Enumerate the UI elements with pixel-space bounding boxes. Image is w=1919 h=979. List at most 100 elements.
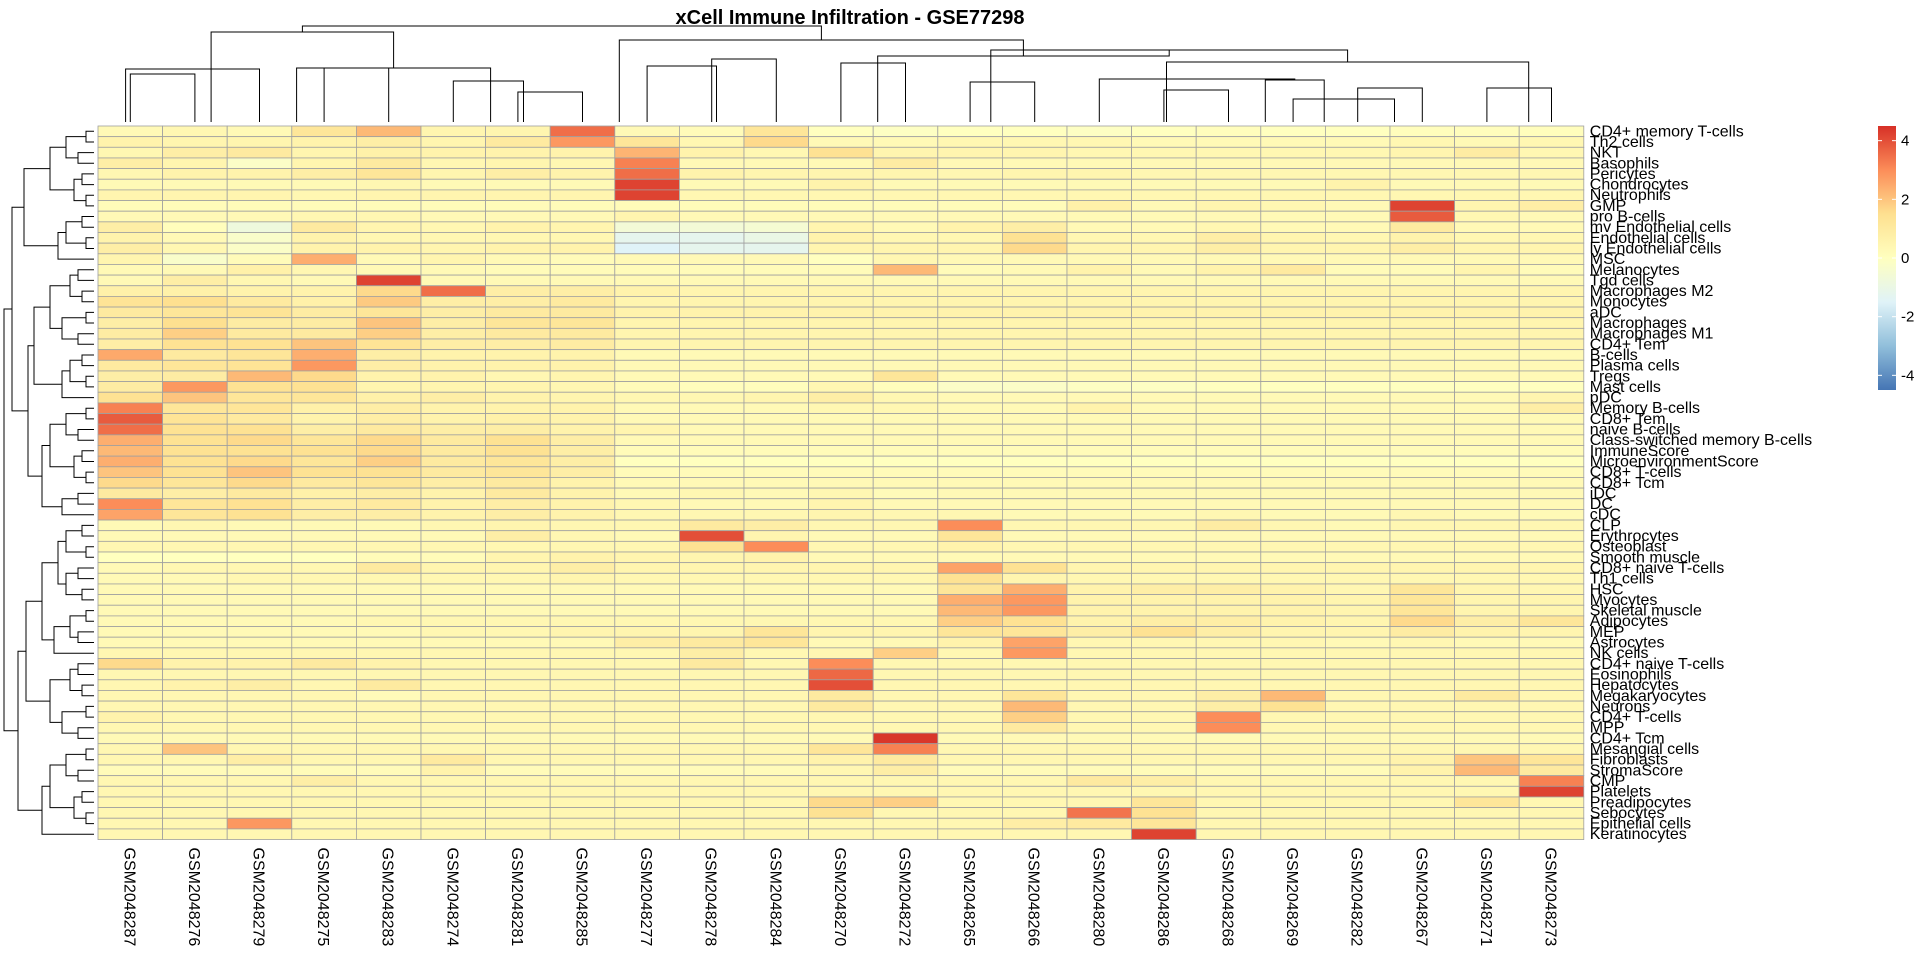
- heatmap-cell: [355, 445, 422, 457]
- heatmap-cell: [355, 423, 422, 436]
- heatmap-cell: [1066, 434, 1132, 446]
- heatmap-cell: [162, 562, 228, 574]
- heatmap-cell: [162, 785, 228, 798]
- heatmap-cell: [1002, 690, 1068, 702]
- heatmap-cell: [1518, 285, 1585, 297]
- heatmap-cell: [97, 327, 163, 340]
- heatmap-cell: [226, 604, 293, 617]
- heatmap-cell: [1195, 817, 1262, 830]
- heatmap-cell: [1002, 285, 1068, 297]
- heatmap-cell: [808, 391, 874, 404]
- heatmap-cell: [679, 785, 745, 798]
- row-dendrogram-branch: [3, 308, 18, 732]
- heatmap-cell: [937, 668, 1003, 681]
- heatmap-cell: [1325, 253, 1391, 265]
- row-dendrogram-branch: [81, 354, 94, 367]
- heatmap-cell: [291, 551, 357, 564]
- heatmap-cell: [485, 700, 551, 713]
- heatmap-cell: [872, 722, 939, 734]
- heatmap-cell: [937, 583, 1003, 596]
- heatmap-cell: [1389, 434, 1455, 446]
- heatmap-cell: [1389, 540, 1455, 553]
- heatmap-cell: [1195, 136, 1262, 148]
- heatmap-cell: [872, 359, 939, 372]
- heatmap-cell: [872, 562, 939, 574]
- heatmap-cell: [355, 519, 422, 532]
- row-label: Melanocytes: [1590, 262, 1680, 279]
- heatmap-cell: [1518, 423, 1585, 436]
- row-dendrogram-branch: [81, 173, 94, 186]
- heatmap-cell: [1131, 508, 1197, 521]
- heatmap-cell: [97, 690, 163, 702]
- heatmap-cell: [1389, 477, 1455, 489]
- heatmap-cell: [937, 658, 1003, 670]
- row-dendrogram-branch: [65, 413, 86, 436]
- heatmap-cell: [1518, 359, 1585, 372]
- heatmap-cell: [1454, 477, 1520, 489]
- heatmap-cell: [162, 679, 228, 691]
- column-label: GSM2048270: [831, 848, 848, 947]
- heatmap-cell: [1066, 743, 1132, 755]
- heatmap-cell: [97, 700, 163, 713]
- heatmap-cell: [743, 221, 809, 233]
- row-dendrogram-branch: [85, 748, 94, 761]
- heatmap-cell: [679, 626, 745, 638]
- row-dendrogram-branch: [23, 168, 58, 247]
- heatmap-cell: [614, 753, 680, 766]
- heatmap-cell: [1195, 434, 1262, 446]
- heatmap-cell: [1454, 210, 1520, 223]
- heatmap-cell: [614, 785, 680, 798]
- heatmap-cell: [355, 381, 422, 393]
- heatmap-cell: [355, 221, 422, 233]
- heatmap-cell: [1389, 668, 1455, 681]
- heatmap-cell: [937, 732, 1003, 745]
- row-dendrogram-branch: [65, 530, 86, 553]
- heatmap-cell: [162, 146, 228, 159]
- heatmap-cell: [97, 264, 163, 276]
- heatmap-cell: [1195, 679, 1262, 691]
- heatmap-cell: [291, 381, 357, 393]
- heatmap-cell: [355, 477, 422, 489]
- heatmap-cell: [549, 775, 616, 787]
- heatmap-cell: [162, 178, 228, 191]
- heatmap-cell: [1002, 498, 1068, 510]
- heatmap-cell: [1454, 658, 1520, 670]
- heatmap-cell: [1389, 743, 1455, 755]
- heatmap-cell: [808, 402, 874, 414]
- heatmap-cell: [226, 434, 293, 446]
- heatmap-cell: [420, 519, 486, 532]
- heatmap-cell: [1325, 178, 1391, 191]
- heatmap-cell: [679, 168, 745, 180]
- heatmap-cell: [937, 775, 1003, 787]
- heatmap-cell: [1260, 753, 1326, 766]
- heatmap-cell: [162, 455, 228, 468]
- heatmap-cell: [872, 828, 939, 840]
- heatmap-cell: [937, 626, 1003, 638]
- heatmap-cell: [937, 690, 1003, 702]
- heatmap-cell: [162, 327, 228, 340]
- heatmap-cell: [743, 530, 809, 542]
- heatmap-cell: [679, 530, 745, 542]
- heatmap-cell: [808, 168, 874, 180]
- heatmap-cell: [549, 594, 616, 606]
- heatmap-cell: [743, 232, 809, 244]
- heatmap-cell: [872, 785, 939, 798]
- heatmap-cell: [420, 338, 486, 351]
- row-label: Class-switched memory B-cells: [1590, 432, 1812, 449]
- heatmap-cell: [1454, 338, 1520, 351]
- heatmap-cell: [1131, 157, 1197, 169]
- column-label: GSM2048275: [314, 848, 331, 947]
- heatmap-cell: [872, 253, 939, 265]
- heatmap-cell: [97, 562, 163, 574]
- heatmap-cell: [808, 647, 874, 659]
- heatmap-cell: [549, 317, 616, 329]
- heatmap-cell: [1389, 828, 1455, 840]
- heatmap-cell: [937, 445, 1003, 457]
- heatmap-cell: [485, 317, 551, 329]
- heatmap-cell: [485, 466, 551, 478]
- heatmap-cell: [1002, 125, 1068, 138]
- row-label: aDC: [1590, 304, 1622, 321]
- heatmap-cell: [291, 295, 357, 308]
- column-label: GSM2048284: [766, 848, 783, 947]
- row-dendrogram-branch: [85, 812, 94, 825]
